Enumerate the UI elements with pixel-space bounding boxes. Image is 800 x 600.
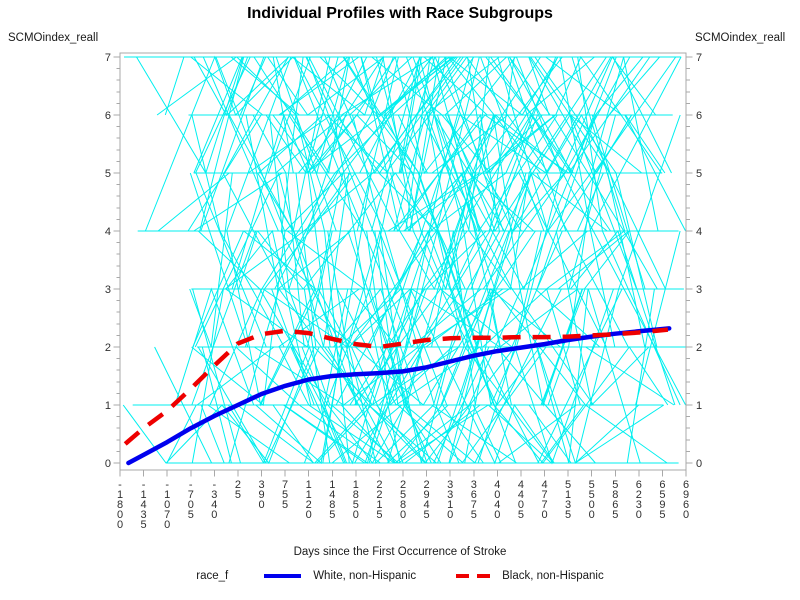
y-tick-label-left: 7: [105, 52, 111, 64]
individual-profile-line: [191, 172, 410, 406]
individual-profile-line: [439, 56, 660, 116]
individual-profile-line: [303, 288, 684, 465]
tick-labels: 0 0 1 1 2 2 3 3 4 4 5 5 6 6 7 7 -1 8 0 0 -1 4 3 5 -1 0 7 0 -7 0 5 -3 4 0 2…: [105, 52, 702, 531]
legend-label-black: Black, non-Hispanic: [502, 570, 604, 582]
x-tick-label: -1 8 0 0: [117, 479, 123, 531]
y-tick-label-right: 7: [696, 52, 702, 64]
y-tick-label-right: 0: [696, 458, 702, 470]
x-axis-label: Days since the First Occurrence of Strok…: [293, 546, 507, 558]
individual-profile-line: [227, 404, 382, 464]
y-tick-label-right: 5: [696, 168, 702, 180]
y-tick-label-right: 2: [696, 342, 702, 354]
y-tick-label-left: 0: [105, 458, 111, 470]
individual-profile-line: [405, 114, 643, 348]
x-tick-label: -1 4 3 5: [141, 479, 147, 531]
legend-line-sample-white: [264, 574, 302, 578]
legend-label-white: White, non-Hispanic: [313, 570, 417, 582]
plot-frame: [119, 52, 687, 471]
x-tick-label: -7 0 5: [188, 479, 194, 521]
mean-curve-white-non-hispanic: [126, 326, 672, 466]
individual-profile-line: [292, 56, 681, 406]
y-tick-label-left: 4: [105, 226, 111, 238]
y-axis-label-left: SCMOindex_reall: [8, 32, 99, 44]
individual-profile-line: [387, 288, 686, 464]
y-tick-label-right: 6: [696, 110, 702, 122]
individual-profile-line: [199, 56, 644, 291]
individual-profile-line: [154, 346, 236, 464]
legend: race_f White, non-Hispanic Black, non-Hi…: [0, 570, 800, 582]
individual-profile-line: [283, 404, 568, 464]
y-tick-label-right: 4: [696, 226, 702, 238]
x-tick-label: -1 0 7 0: [164, 479, 170, 531]
legend-title: race_f: [196, 570, 229, 582]
y-axis-label-right: SCMOindex_reall: [695, 32, 786, 44]
individual-profile-line: [219, 288, 315, 406]
individual-profile-line: [280, 56, 682, 348]
y-tick-label-left: 2: [105, 342, 111, 354]
y-tick-label-right: 1: [696, 400, 702, 412]
y-tick-label-left: 6: [105, 110, 111, 122]
x-tick-label: -3 4 0: [211, 479, 217, 521]
y-tick-label-left: 1: [105, 400, 111, 412]
individual-profile-lines: [122, 55, 687, 465]
axis-ticks: [113, 56, 693, 477]
individual-profile-line: [228, 114, 503, 406]
y-tick-label-right: 3: [696, 284, 702, 296]
chart-title: Individual Profiles with Race Subgroups: [247, 5, 553, 22]
individual-profile-line: [187, 288, 668, 464]
individual-profile-line: [122, 404, 601, 464]
y-tick-label-left: 5: [105, 168, 111, 180]
individual-profile-line: [308, 56, 633, 174]
individual-profile-line: [278, 288, 409, 348]
y-tick-label-left: 3: [105, 284, 111, 296]
individual-profile-line: [336, 288, 665, 464]
legend-line-sample-black: [456, 574, 491, 578]
individual-profile-line: [164, 56, 266, 116]
